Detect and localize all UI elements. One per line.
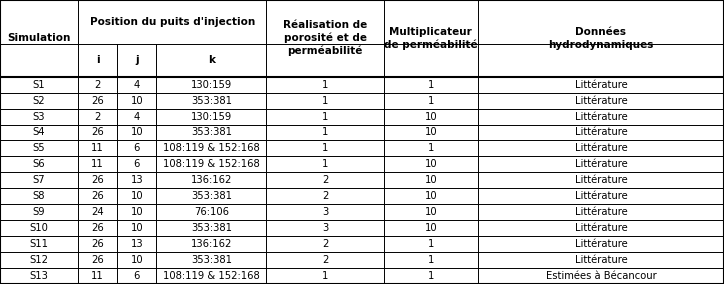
Text: 10: 10 bbox=[130, 96, 143, 106]
Text: 11: 11 bbox=[91, 159, 104, 169]
Text: 26: 26 bbox=[91, 191, 104, 201]
Text: Réalisation de
porosité et de
perméabilité: Réalisation de porosité et de perméabili… bbox=[283, 20, 367, 57]
Text: 26: 26 bbox=[91, 175, 104, 185]
Text: 10: 10 bbox=[424, 128, 437, 137]
Text: 108:119 & 152:168: 108:119 & 152:168 bbox=[163, 271, 260, 281]
Text: Littérature: Littérature bbox=[575, 112, 627, 122]
Text: Multiplicateur
de perméabilité: Multiplicateur de perméabilité bbox=[384, 27, 478, 50]
Text: 26: 26 bbox=[91, 223, 104, 233]
Text: 13: 13 bbox=[130, 175, 143, 185]
Text: 10: 10 bbox=[424, 175, 437, 185]
Text: i: i bbox=[96, 55, 100, 65]
Text: S13: S13 bbox=[30, 271, 49, 281]
Text: S4: S4 bbox=[33, 128, 46, 137]
Text: 10: 10 bbox=[130, 255, 143, 265]
Text: 76:106: 76:106 bbox=[194, 207, 229, 217]
Text: 1: 1 bbox=[322, 143, 328, 153]
Text: 1: 1 bbox=[322, 96, 328, 106]
Text: S1: S1 bbox=[33, 80, 46, 90]
Text: 108:119 & 152:168: 108:119 & 152:168 bbox=[163, 159, 260, 169]
Text: S12: S12 bbox=[30, 255, 49, 265]
Text: 4: 4 bbox=[134, 80, 140, 90]
Text: 353:381: 353:381 bbox=[191, 191, 232, 201]
Text: 130:159: 130:159 bbox=[191, 112, 232, 122]
Text: 2: 2 bbox=[95, 80, 101, 90]
Text: 13: 13 bbox=[130, 239, 143, 249]
Text: S8: S8 bbox=[33, 191, 46, 201]
Text: 1: 1 bbox=[428, 271, 434, 281]
Text: 2: 2 bbox=[322, 255, 328, 265]
Text: 10: 10 bbox=[130, 207, 143, 217]
Text: 11: 11 bbox=[91, 143, 104, 153]
Text: Littérature: Littérature bbox=[575, 159, 627, 169]
Text: S11: S11 bbox=[30, 239, 49, 249]
Text: Littérature: Littérature bbox=[575, 239, 627, 249]
Text: 353:381: 353:381 bbox=[191, 255, 232, 265]
Text: 3: 3 bbox=[322, 223, 328, 233]
Text: 10: 10 bbox=[424, 159, 437, 169]
Text: 1: 1 bbox=[428, 143, 434, 153]
Text: S2: S2 bbox=[33, 96, 46, 106]
Text: 26: 26 bbox=[91, 239, 104, 249]
Text: Littérature: Littérature bbox=[575, 175, 627, 185]
Text: Estimées à Bécancour: Estimées à Bécancour bbox=[546, 271, 656, 281]
Text: 1: 1 bbox=[322, 112, 328, 122]
Text: 2: 2 bbox=[322, 239, 328, 249]
Text: 1: 1 bbox=[428, 255, 434, 265]
Text: Littérature: Littérature bbox=[575, 207, 627, 217]
Text: 6: 6 bbox=[134, 143, 140, 153]
Text: S6: S6 bbox=[33, 159, 46, 169]
Text: 26: 26 bbox=[91, 96, 104, 106]
Text: Littérature: Littérature bbox=[575, 143, 627, 153]
Text: 6: 6 bbox=[134, 159, 140, 169]
Text: 136:162: 136:162 bbox=[190, 175, 232, 185]
Text: 353:381: 353:381 bbox=[191, 223, 232, 233]
Text: S10: S10 bbox=[30, 223, 49, 233]
Text: 353:381: 353:381 bbox=[191, 96, 232, 106]
Text: 26: 26 bbox=[91, 255, 104, 265]
Text: 10: 10 bbox=[424, 207, 437, 217]
Text: 3: 3 bbox=[322, 207, 328, 217]
Text: Données
hydrodynamiques: Données hydrodynamiques bbox=[548, 27, 654, 49]
Text: 10: 10 bbox=[130, 223, 143, 233]
Text: 1: 1 bbox=[322, 80, 328, 90]
Text: Littérature: Littérature bbox=[575, 80, 627, 90]
Text: 6: 6 bbox=[134, 271, 140, 281]
Text: 10: 10 bbox=[424, 223, 437, 233]
Text: Position du puits d'injection: Position du puits d'injection bbox=[90, 17, 255, 27]
Text: 1: 1 bbox=[428, 96, 434, 106]
Text: Littérature: Littérature bbox=[575, 96, 627, 106]
Text: Littérature: Littérature bbox=[575, 223, 627, 233]
Text: 10: 10 bbox=[130, 128, 143, 137]
Text: k: k bbox=[208, 55, 215, 65]
Text: 130:159: 130:159 bbox=[191, 80, 232, 90]
Text: j: j bbox=[135, 55, 139, 65]
Text: Littérature: Littérature bbox=[575, 191, 627, 201]
Text: 10: 10 bbox=[424, 191, 437, 201]
Text: 136:162: 136:162 bbox=[190, 239, 232, 249]
Text: 1: 1 bbox=[322, 128, 328, 137]
Text: 26: 26 bbox=[91, 128, 104, 137]
Text: 108:119 & 152:168: 108:119 & 152:168 bbox=[163, 143, 260, 153]
Text: 1: 1 bbox=[322, 159, 328, 169]
Text: 1: 1 bbox=[322, 271, 328, 281]
Text: Simulation: Simulation bbox=[7, 33, 71, 43]
Text: 1: 1 bbox=[428, 80, 434, 90]
Text: 10: 10 bbox=[424, 112, 437, 122]
Text: 353:381: 353:381 bbox=[191, 128, 232, 137]
Text: 11: 11 bbox=[91, 271, 104, 281]
Text: S7: S7 bbox=[33, 175, 46, 185]
Text: S9: S9 bbox=[33, 207, 46, 217]
Text: 1: 1 bbox=[428, 239, 434, 249]
Text: 10: 10 bbox=[130, 191, 143, 201]
Text: 4: 4 bbox=[134, 112, 140, 122]
Text: 2: 2 bbox=[95, 112, 101, 122]
Text: Littérature: Littérature bbox=[575, 255, 627, 265]
Text: Littérature: Littérature bbox=[575, 128, 627, 137]
Text: S3: S3 bbox=[33, 112, 46, 122]
Text: 24: 24 bbox=[91, 207, 104, 217]
Text: S5: S5 bbox=[33, 143, 46, 153]
Text: 2: 2 bbox=[322, 191, 328, 201]
Text: 2: 2 bbox=[322, 175, 328, 185]
